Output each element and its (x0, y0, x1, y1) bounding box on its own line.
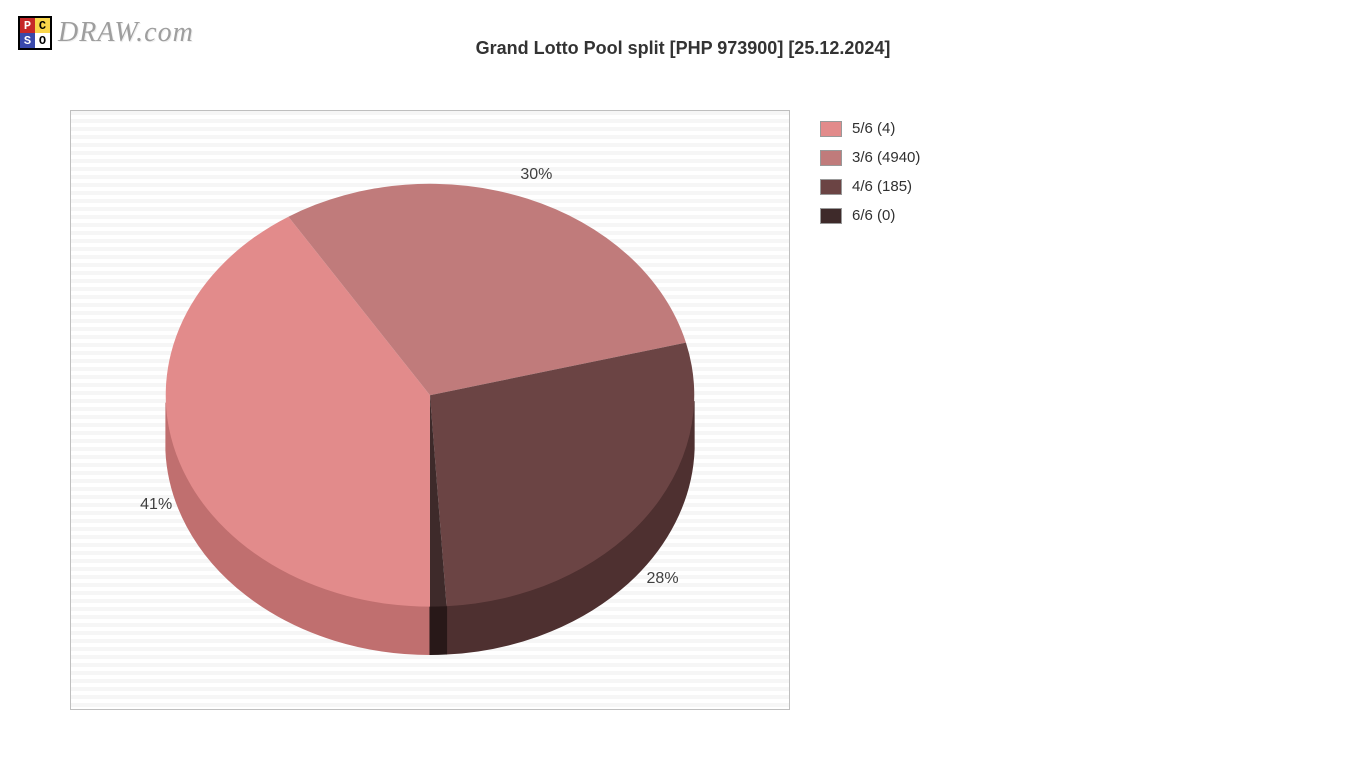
logo-q2: C (35, 18, 50, 33)
pct-label: 28% (647, 570, 679, 588)
legend-swatch (820, 179, 842, 195)
legend-swatch (820, 208, 842, 224)
legend-item: 6/6 (0) (820, 207, 920, 224)
legend-label: 5/6 (4) (852, 120, 895, 137)
chart-title: Grand Lotto Pool split [PHP 973900] [25.… (0, 38, 1366, 59)
legend-item: 3/6 (4940) (820, 149, 920, 166)
legend-item: 5/6 (4) (820, 120, 920, 137)
legend-label: 6/6 (0) (852, 207, 895, 224)
legend-label: 4/6 (185) (852, 178, 912, 195)
header: P C S O DRAW.com Grand Lotto Pool split … (0, 10, 1366, 70)
plot-area: 41% 30% 28% (70, 110, 790, 710)
logo-q1: P (20, 18, 35, 33)
pct-label: 41% (140, 496, 172, 514)
legend-swatch (820, 150, 842, 166)
legend-swatch (820, 121, 842, 137)
pct-label: 30% (520, 166, 552, 184)
legend: 5/6 (4) 3/6 (4940) 4/6 (185) 6/6 (0) (820, 120, 920, 236)
legend-label: 3/6 (4940) (852, 149, 920, 166)
pie-chart (71, 111, 789, 709)
legend-item: 4/6 (185) (820, 178, 920, 195)
